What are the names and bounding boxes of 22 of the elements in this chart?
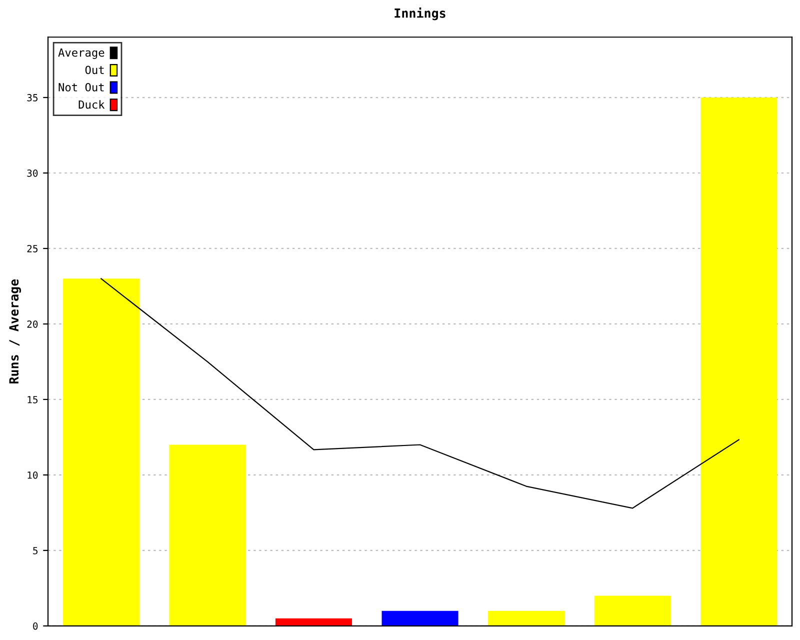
line-series: [100, 278, 740, 509]
legend-label: Duck: [78, 100, 105, 109]
bar: [700, 98, 778, 626]
bar: [62, 278, 140, 626]
bar: [275, 618, 352, 626]
y-tick-label: 25: [27, 244, 38, 252]
legend-label: Average: [58, 48, 104, 59]
y-tick-label: 15: [28, 396, 38, 404]
legend-label: Out: [85, 66, 104, 74]
y-tick-label: 10: [28, 471, 38, 479]
y-tick-label: 30: [27, 170, 38, 177]
legend-label: Not Out: [58, 83, 104, 92]
y-tick-label: 35: [27, 94, 38, 102]
y-tick-label: 5: [33, 547, 38, 554]
y-axis-title: Runs / Average: [9, 279, 22, 384]
bar: [594, 596, 671, 626]
y-tick-label: 20: [27, 320, 38, 328]
bar: [382, 610, 458, 626]
bar: [488, 610, 565, 626]
y-tick-label: 0: [33, 622, 38, 630]
bar: [169, 444, 246, 626]
chart-title: Innings: [394, 8, 446, 20]
